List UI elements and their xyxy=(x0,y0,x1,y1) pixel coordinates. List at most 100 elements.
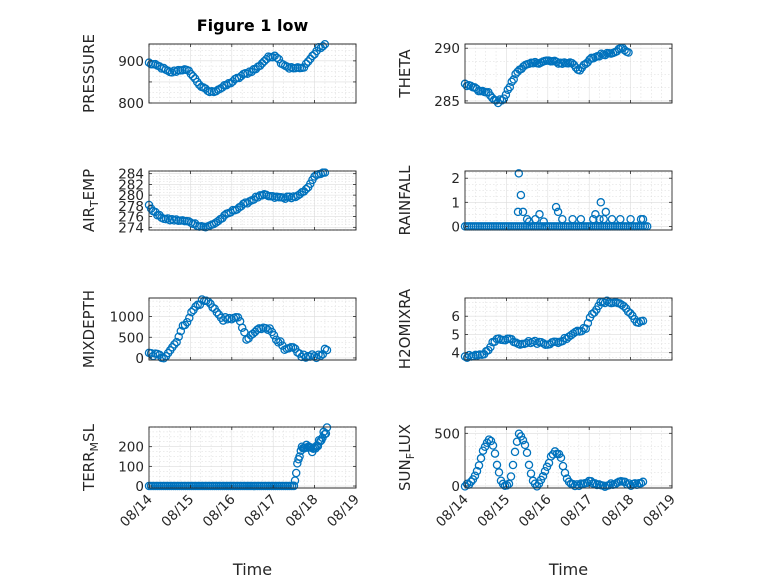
y-axis-label: MIXDEPTH xyxy=(80,290,98,368)
data-point xyxy=(316,169,326,179)
data-point xyxy=(518,207,528,217)
x-tick-label: 08/17 xyxy=(557,492,596,531)
data-point xyxy=(187,307,196,317)
subplot-theta: 285 290 THETA xyxy=(396,41,673,110)
data-point xyxy=(501,90,511,99)
data-point xyxy=(624,479,634,488)
data-points xyxy=(460,296,648,362)
data-point xyxy=(507,77,516,87)
data-point xyxy=(320,168,330,177)
data-point xyxy=(295,452,304,461)
data-point xyxy=(291,192,300,202)
data-point xyxy=(589,214,598,224)
data-point xyxy=(509,75,518,84)
data-point xyxy=(599,214,608,224)
y-axis-label: THETA xyxy=(396,49,414,99)
x-tick-label: 08/18 xyxy=(599,492,638,531)
x-tick-label: 08/14 xyxy=(433,492,472,531)
data-point xyxy=(531,214,540,224)
data-point xyxy=(470,471,480,480)
data-point xyxy=(556,453,566,463)
data-point xyxy=(583,318,593,328)
data-point xyxy=(538,472,548,481)
x-tick-label: 08/14 xyxy=(117,492,156,531)
data-point xyxy=(285,192,294,202)
data-point xyxy=(576,214,586,224)
data-point xyxy=(159,63,168,73)
data-point xyxy=(590,479,600,488)
data-point xyxy=(222,80,231,90)
data-point xyxy=(480,442,490,452)
data-point xyxy=(488,441,498,450)
data-point xyxy=(600,298,610,308)
y-tick-label: 500 xyxy=(434,426,460,442)
data-point xyxy=(516,190,526,200)
y-axis-label: AIRTEMP xyxy=(80,169,101,232)
data-point xyxy=(186,69,196,79)
data-point xyxy=(522,338,531,348)
data-point xyxy=(172,337,181,347)
data-point xyxy=(502,481,512,490)
data-point xyxy=(218,83,227,92)
y-tick-label: 1000 xyxy=(110,310,144,326)
data-points xyxy=(144,39,330,97)
data-point xyxy=(626,214,635,224)
data-point xyxy=(522,214,532,224)
data-point xyxy=(539,339,548,348)
data-point xyxy=(299,187,309,196)
data-point xyxy=(484,435,494,444)
axes-box xyxy=(464,297,673,361)
y-tick-label: 274 xyxy=(118,220,144,236)
data-point xyxy=(261,324,270,333)
axes-box xyxy=(148,426,357,489)
subplot-mixdepth: 0 500 1000 MIXDEPTH xyxy=(80,290,357,368)
data-point xyxy=(195,80,204,89)
data-point xyxy=(508,460,518,470)
y-tick-label: 0 xyxy=(451,219,460,235)
data-point xyxy=(237,323,247,333)
y-tick-label: 1 xyxy=(451,195,460,211)
y-axis-label: SUNFLUX xyxy=(396,424,417,491)
data-point xyxy=(501,335,510,345)
data-point xyxy=(316,351,325,361)
data-point xyxy=(213,216,223,226)
data-point xyxy=(151,59,160,69)
data-point xyxy=(272,53,282,63)
data-point xyxy=(582,478,592,488)
data-point xyxy=(174,332,183,341)
data-point xyxy=(638,316,648,326)
data-point xyxy=(301,59,311,68)
x-tick-label: 08/15 xyxy=(474,492,513,531)
data-point xyxy=(636,479,646,488)
chart-title: Figure 1 low xyxy=(197,16,309,35)
axes-box xyxy=(148,43,357,104)
data-point xyxy=(191,302,200,311)
data-point xyxy=(289,481,299,491)
data-point xyxy=(280,194,290,203)
y-tick-label: 800 xyxy=(118,96,144,112)
data-point xyxy=(532,339,542,348)
data-point xyxy=(510,447,520,457)
y-tick-label: 0 xyxy=(451,479,460,495)
data-point xyxy=(568,214,577,224)
axes-box xyxy=(464,43,673,104)
data-point xyxy=(492,460,502,470)
axes-background xyxy=(464,297,673,361)
data-point xyxy=(297,352,306,362)
data-point xyxy=(524,336,533,346)
data-point xyxy=(596,198,606,207)
data-point xyxy=(587,309,597,319)
x-tick-label: 08/18 xyxy=(283,492,322,531)
data-point xyxy=(607,214,617,224)
data-point xyxy=(558,214,567,224)
y-axis-label: PRESSURE xyxy=(80,34,98,113)
subplot-h2omixra: 4 5 6 H2OMIXRA xyxy=(396,288,673,369)
y-axis-label: TERRMSL xyxy=(80,423,101,492)
data-point xyxy=(269,330,279,340)
axes-box xyxy=(464,170,673,231)
data-point xyxy=(553,207,563,217)
data-point xyxy=(472,466,482,476)
data-point xyxy=(163,66,173,75)
axes-box xyxy=(148,170,357,231)
data-point xyxy=(586,477,596,486)
